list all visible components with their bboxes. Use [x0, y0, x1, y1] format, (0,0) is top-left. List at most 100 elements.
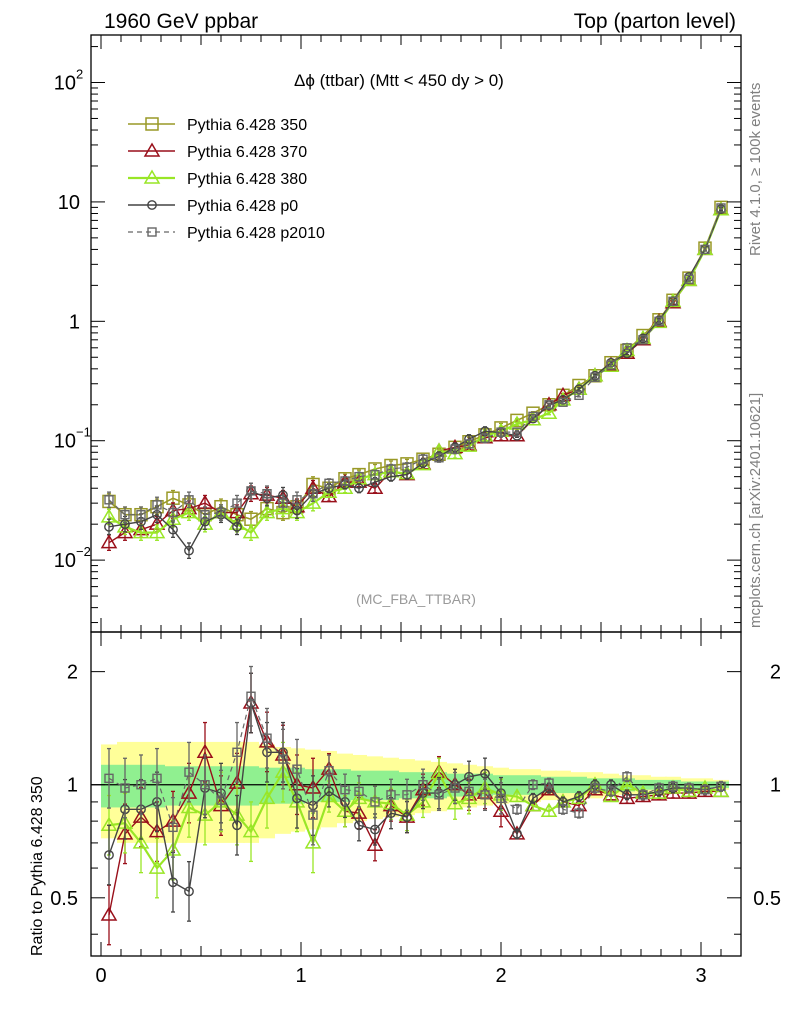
- main-ytick-base: 10: [54, 431, 76, 453]
- rivet-label: Rivet 4.1.0, ≥ 100k events: [747, 83, 764, 256]
- ratio-band-inner: [367, 770, 383, 801]
- data-point: [464, 786, 474, 797]
- data-point: [232, 498, 242, 508]
- data-point: [480, 768, 490, 779]
- series-line-p380: [108, 769, 722, 870]
- ratio-frame: [90, 631, 742, 957]
- data-point: [120, 783, 130, 793]
- data-point: [104, 521, 114, 532]
- data-point: [622, 789, 632, 800]
- data-point: [246, 486, 256, 496]
- data-point: [558, 804, 568, 815]
- header-left: 1960 GeV ppbar: [104, 10, 258, 33]
- ratio-band-inner: [165, 766, 181, 806]
- main-ytick-text: 10: [58, 192, 80, 214]
- data-point: [700, 784, 710, 795]
- ratio-ylabel: Ratio to Pythia 6.428 350: [29, 776, 46, 956]
- ratio-xtick-label: 2: [495, 965, 506, 987]
- series-line-p0: [108, 702, 722, 893]
- data-point: [180, 504, 198, 519]
- data-point: [354, 786, 364, 797]
- data-point: [200, 510, 210, 520]
- data-point: [242, 524, 260, 539]
- data-point: [684, 783, 694, 793]
- data-point: [684, 274, 694, 284]
- data-point: [370, 797, 380, 807]
- series-line-p2010: [108, 207, 722, 516]
- data-point: [668, 296, 678, 307]
- data-point: [168, 877, 178, 888]
- data-point: [216, 795, 226, 805]
- data-point: [622, 343, 632, 353]
- data-point: [638, 335, 648, 345]
- data-point: [304, 834, 322, 849]
- legend-item-p370: Pythia 6.428 370: [128, 142, 307, 161]
- ratio-ytick-label-right: 1: [770, 775, 781, 797]
- data-point: [148, 859, 166, 874]
- series-line-p370: [108, 700, 721, 916]
- data-point: [606, 786, 616, 797]
- main-ytick-label: 10 −2: [54, 544, 91, 572]
- data-point: [152, 773, 162, 784]
- data-point: [370, 824, 380, 835]
- data-point: [136, 510, 146, 520]
- ratio-xtick-label: 0: [95, 965, 106, 987]
- data-point: [180, 798, 198, 814]
- legend-item-p380: Pythia 6.428 380: [128, 169, 307, 188]
- data-point: [168, 524, 178, 535]
- data-point: [132, 834, 150, 849]
- data-point: [540, 802, 558, 817]
- series-p380: [100, 201, 730, 541]
- data-point: [136, 780, 146, 790]
- data-point: [418, 454, 428, 464]
- data-point: [292, 764, 302, 774]
- data-point: [168, 507, 178, 518]
- main-ytick-base: 10: [54, 550, 76, 572]
- data-point: [308, 810, 318, 820]
- data-point: [148, 524, 166, 539]
- data-point: [540, 404, 558, 419]
- main-axis-ticks: 10 −2 10 −1 1 10 10 2: [54, 35, 741, 632]
- ratio-xtick-label: 3: [695, 965, 706, 987]
- ratio-series: [100, 665, 730, 946]
- data-point: [544, 778, 554, 788]
- data-point: [366, 836, 384, 852]
- plot-title: Δϕ (ttbar) (Mtt < 450 dy > 0): [294, 71, 504, 90]
- data-point: [386, 790, 396, 800]
- data-point: [324, 478, 334, 488]
- series-line-p2010: [108, 694, 722, 830]
- legend-marker: [143, 142, 161, 157]
- data-point: [402, 462, 412, 472]
- data-point: [528, 793, 538, 804]
- data-point: [184, 767, 194, 777]
- data-point: [258, 504, 276, 519]
- series-p2010: [104, 203, 726, 524]
- ratio-ytick-label-right: 0.5: [753, 888, 781, 910]
- series-line-p370: [108, 209, 722, 544]
- ratio-xtick-label: 1: [295, 965, 306, 987]
- data-point: [492, 802, 510, 817]
- data-point: [132, 524, 150, 539]
- legend-label: Pythia 6.428 p2010: [187, 225, 325, 242]
- data-point: [418, 780, 428, 790]
- main-ytick-label: 1: [69, 311, 80, 333]
- legend-item-p350: Pythia 6.428 350: [128, 117, 307, 134]
- data-point: [354, 820, 364, 831]
- data-point: [354, 471, 364, 482]
- data-point: [450, 444, 460, 454]
- data-point: [508, 788, 526, 803]
- data-point: [480, 790, 490, 800]
- data-point: [246, 691, 256, 701]
- main-ytick-exp: 2: [76, 67, 83, 82]
- data-point: [668, 781, 678, 792]
- data-point: [510, 413, 524, 428]
- legend-marker: [147, 227, 157, 237]
- main-ytick-label: 10 −1: [54, 425, 91, 453]
- data-point: [638, 790, 648, 800]
- data-point: [324, 765, 334, 776]
- series-p370: [100, 201, 730, 552]
- data-point: [242, 823, 260, 838]
- series-p350: [102, 200, 728, 528]
- data-point: [324, 786, 334, 797]
